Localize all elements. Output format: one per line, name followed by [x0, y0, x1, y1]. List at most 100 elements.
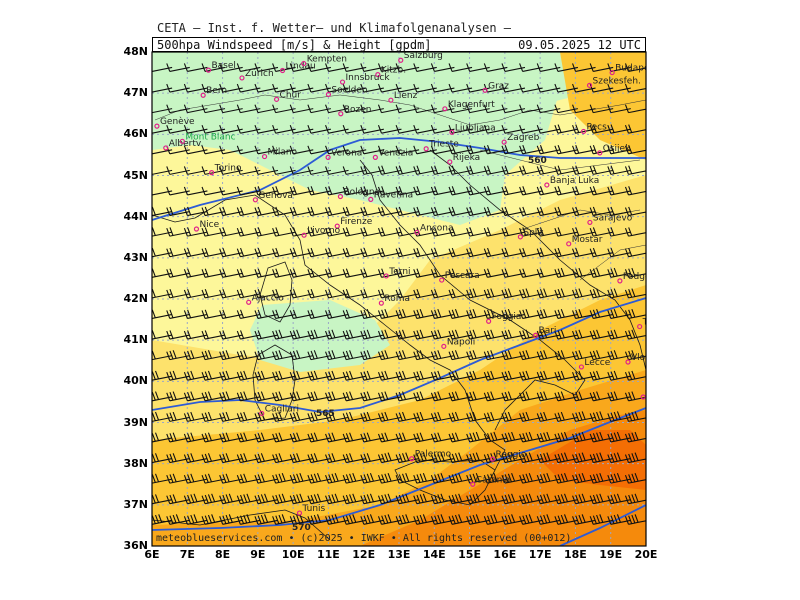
- wind-barb-stroke: [166, 391, 190, 402]
- city-marker: [163, 145, 169, 151]
- wind-barb-stroke: [624, 452, 646, 464]
- wind-barb: [219, 391, 243, 402]
- wind-barb: [289, 370, 314, 381]
- wind-barb-stroke: [483, 329, 508, 340]
- wind-barb: [219, 370, 243, 381]
- city-label: Torino: [214, 164, 242, 174]
- wind-barb: [536, 431, 561, 443]
- wind-barb-stroke: [152, 514, 173, 525]
- wind-band-weak-alps: [152, 52, 560, 225]
- wind-barb: [589, 431, 614, 443]
- wind-barb: [501, 391, 526, 402]
- city-label: Ravenna: [374, 190, 413, 200]
- lon-tick-label: 18E: [564, 548, 587, 561]
- wind-barb: [501, 288, 526, 299]
- city-marker: [409, 456, 415, 462]
- city-label: Kitzb.: [381, 66, 406, 76]
- city-label: Lecce: [584, 358, 610, 368]
- wind-barb: [554, 514, 579, 525]
- wind-barb: [589, 391, 614, 402]
- wind-barb: [607, 329, 631, 340]
- wind-barb-stroke: [325, 453, 349, 464]
- wind-barb: [572, 350, 596, 361]
- organization-title: CETA — Inst. f. Wetter— und Klimafolgena…: [157, 21, 512, 35]
- wind-barb: [183, 391, 208, 402]
- wind-barb-stroke: [152, 370, 173, 381]
- wind-barb-stroke: [342, 391, 367, 402]
- city-marker: [441, 343, 447, 349]
- border-alps: [154, 94, 646, 126]
- wind-barb: [430, 391, 455, 402]
- wind-barb-stroke: [152, 473, 173, 484]
- city-label: Genève: [160, 116, 195, 127]
- wind-barb-stroke: [430, 308, 455, 320]
- wind-barb: [466, 329, 490, 340]
- wind-barb: [572, 288, 596, 299]
- wind-barb: [360, 308, 384, 320]
- lon-tick-label: 14E: [422, 548, 446, 561]
- wind-barb-stroke: [289, 514, 314, 525]
- wind-barb-stroke: [624, 247, 646, 258]
- wind-barb-stroke: [519, 452, 543, 464]
- wind-barb: [572, 452, 596, 464]
- wind-barb: [307, 411, 332, 422]
- wind-barb-stroke: [624, 288, 646, 299]
- wind-barb-stroke: [307, 432, 332, 443]
- city-label: Milano: [268, 148, 298, 158]
- wind-barb-stroke: [236, 432, 261, 443]
- wind-barb-stroke: [325, 329, 349, 340]
- wind-barb: [554, 431, 579, 443]
- wind-barb-stroke: [289, 411, 314, 422]
- wind-barb-stroke: [519, 391, 543, 402]
- wind-barb-stroke: [152, 432, 173, 443]
- wind-barb: [325, 432, 349, 443]
- wind-barb-stroke: [572, 452, 596, 464]
- wind-barb: [572, 329, 596, 340]
- wind-barb: [395, 350, 420, 361]
- wind-barb: [483, 514, 508, 525]
- wind-barb: [272, 514, 296, 525]
- wind-barb: [377, 329, 402, 340]
- wind-barb: [289, 453, 314, 464]
- wind-barb-stroke: [219, 493, 243, 505]
- wind-barb-stroke: [624, 370, 646, 381]
- wind-barb: [183, 411, 208, 422]
- city-marker: [279, 67, 286, 74]
- wind-barb: [272, 453, 296, 464]
- wind-barb: [342, 473, 367, 484]
- wind-barbs: [152, 63, 646, 525]
- wind-barb: [466, 370, 490, 381]
- wind-barb-stroke: [254, 350, 279, 361]
- lat-tick-label: 45N: [123, 168, 148, 182]
- wind-barb-stroke: [342, 411, 367, 422]
- wind-barb-stroke: [554, 267, 579, 278]
- wind-barb-stroke: [325, 432, 349, 443]
- city-label: Genova: [258, 191, 293, 201]
- wind-barb-stroke: [607, 350, 631, 361]
- wind-barb: [501, 452, 526, 464]
- wind-barb: [448, 350, 473, 361]
- wind-barb: [519, 473, 543, 484]
- wind-barb-stroke: [430, 391, 455, 402]
- wind-barb-stroke: [272, 432, 296, 443]
- wind-barb-stroke: [342, 370, 367, 381]
- wind-barb-stroke: [289, 453, 314, 464]
- contour-575: [559, 504, 646, 546]
- wind-barb: [448, 308, 473, 320]
- wind-barb: [483, 288, 508, 299]
- wind-barb: [466, 431, 490, 443]
- wind-barb: [219, 514, 243, 525]
- wind-barb: [360, 350, 384, 361]
- lon-tick-label: 6E: [144, 548, 160, 561]
- wind-barb: [342, 391, 367, 402]
- wind-barb-stroke: [152, 453, 173, 464]
- wind-barb: [607, 288, 631, 299]
- wind-barb: [201, 411, 226, 422]
- wind-barb: [536, 391, 561, 402]
- wind-barb: [430, 308, 455, 320]
- wind-barb-stroke: [272, 370, 296, 381]
- wind-barb-stroke: [395, 329, 420, 340]
- wind-barb: [166, 453, 190, 464]
- wind-barb: [289, 493, 314, 505]
- wind-barb-stroke: [289, 493, 314, 505]
